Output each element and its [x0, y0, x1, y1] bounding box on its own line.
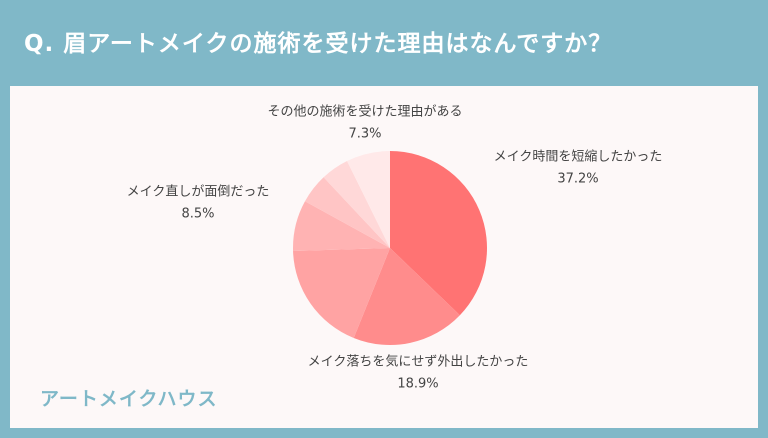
pie-slice — [293, 248, 390, 338]
slice-label: その他の施術を受けた理由がある — [267, 105, 462, 120]
brand: アートメイクハウス — [40, 388, 218, 410]
slice-value: 18.9% — [397, 377, 438, 392]
pie-slice — [353, 248, 460, 345]
slice-value: 37.2% — [557, 172, 598, 187]
title: Q. 眉アートメイクの施術を受けた理由はなんですか？ — [24, 31, 613, 57]
pie-slice — [347, 151, 390, 248]
slice-label: メイク直しが面倒だった — [127, 185, 270, 200]
pie-slice — [292, 201, 390, 252]
pie-slice — [304, 177, 390, 248]
pie-slice — [390, 151, 487, 316]
slice-value: 8.5% — [181, 207, 214, 222]
pie-slice — [323, 161, 390, 248]
slice-label: メイク落ちを気にせず外出したかった — [308, 354, 529, 370]
slice-value: 7.3% — [348, 127, 381, 142]
slice-label: メイク時間を短縮したかった — [494, 149, 663, 165]
